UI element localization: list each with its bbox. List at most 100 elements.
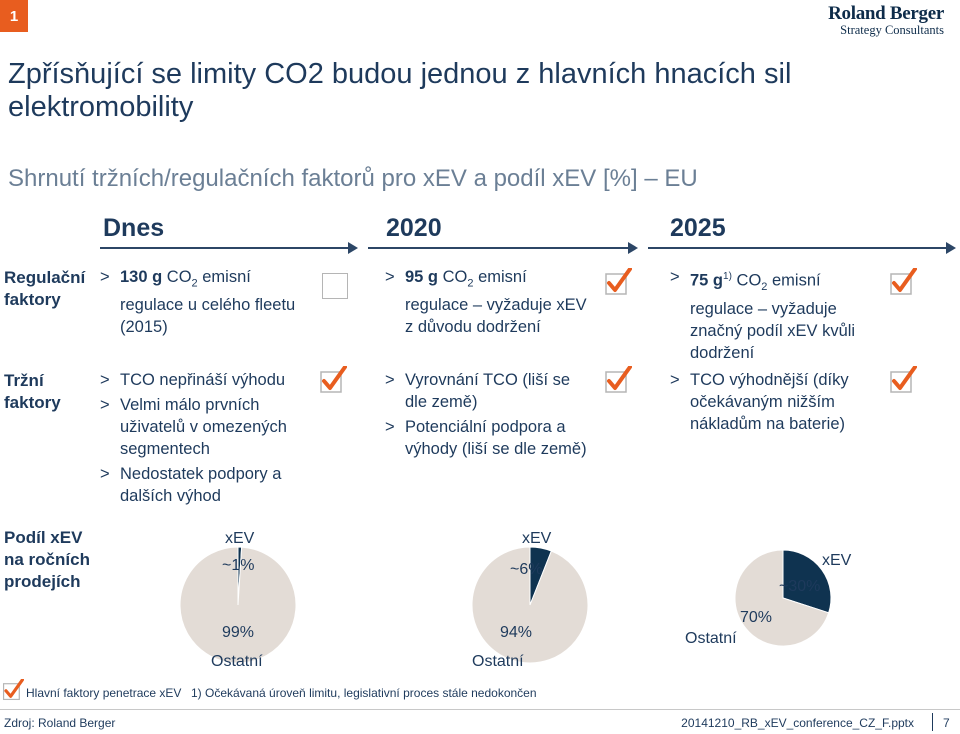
market-2025-item1-line1: TCO výhodnější (díky: [690, 371, 849, 389]
list-item: > Velmi málo prvních uživatelů v omezený…: [100, 394, 310, 460]
row-label-regulatory-line2: faktory: [4, 290, 61, 309]
list-item: > TCO nepřináší výhodu: [100, 369, 310, 391]
pie-2020-other-value: 94%: [500, 624, 533, 641]
pie-chart-2025: [734, 549, 832, 647]
list-item: > Vyrovnání TCO (liší se dle země): [385, 369, 600, 413]
market-2020-item1-line1: Vyrovnání TCO (liší se: [405, 371, 571, 389]
co2-subscript: 2: [467, 277, 474, 290]
row-label-market-line1: Tržní: [4, 371, 44, 390]
co2-limit-value: 95 g: [405, 268, 439, 286]
market-2020-item1-line2: dle země): [405, 393, 478, 411]
checkmark-box-icon: [890, 268, 917, 295]
regulatory-2025-cell: > 75 g1) CO2 emisní regulace – vyžaduje …: [670, 266, 880, 364]
empty-checkbox-icon: [322, 273, 348, 299]
legend-text: Hlavní faktory penetrace xEV: [26, 686, 182, 700]
market-dnes-item2-line3: segmentech: [120, 440, 210, 458]
regulatory-2020-cell: > 95 g CO2 emisní regulace – vyžaduje xE…: [385, 266, 600, 338]
row-label-share: Podíl xEV na ročních prodejích: [4, 527, 90, 593]
row-label-regulatory: Regulační faktory: [4, 267, 85, 311]
list-item: > TCO výhodnější (díky očekávaným nižším…: [670, 369, 880, 435]
bullet-marker: >: [385, 268, 395, 286]
footer-separator: [932, 713, 933, 731]
market-2025-item1-line3: nákladům na baterie): [690, 415, 846, 433]
company-logo: Roland Berger Strategy Consultants: [828, 4, 944, 37]
logo-line1: Roland Berger: [828, 3, 944, 24]
regulatory-2025-line2: regulace – vyžaduje: [690, 299, 837, 318]
logo-line2: Strategy Consultants: [840, 23, 944, 37]
row-label-share-line3: prodejích: [4, 572, 81, 591]
footnote: 1) Očekávaná úroveň limitu, legislativní…: [191, 686, 537, 700]
co2-limit-value: 130 g: [120, 268, 163, 286]
market-dnes-cell: > TCO nepřináší výhodu > Velmi málo prvn…: [100, 369, 310, 507]
row-label-market: Tržní faktory: [4, 370, 61, 414]
page-subtitle: Shrnutí tržních/regulačních faktorů pro …: [8, 165, 698, 192]
pie-chart-dnes: [179, 546, 297, 664]
market-2020-item2-line1: Potenciální podpora a: [405, 418, 566, 436]
pie-2025-xev-value: ~30%: [779, 578, 821, 595]
file-name: 20141210_RB_xEV_conference_CZ_F.pptx: [681, 716, 914, 730]
regulatory-2025-line4: dodržení: [690, 343, 755, 362]
bullet-marker: >: [670, 371, 680, 389]
source-text: Zdroj: Roland Berger: [4, 716, 116, 730]
co2-subscript: 2: [191, 277, 198, 290]
market-dnes-item2-line1: Velmi málo prvních: [120, 396, 260, 414]
pie-2025-other-value: 70%: [740, 609, 773, 626]
list-item: > Potenciální podpora a výhody (liší se …: [385, 416, 600, 460]
checkmark-box-icon: [320, 366, 347, 393]
pie-slice-xev: [782, 549, 832, 614]
column-header-dnes: Dnes: [103, 214, 165, 242]
footer-divider: [0, 709, 960, 710]
page-number-badge: 1: [0, 0, 28, 32]
row-label-share-line1: Podíl xEV: [4, 528, 83, 547]
row-label-market-line2: faktory: [4, 393, 61, 412]
market-dnes-item3-line1: Nedostatek podpory a: [120, 465, 282, 483]
emission-text: emisní: [767, 271, 821, 290]
regulatory-2020-line2: regulace – vyžaduje xEV: [405, 296, 587, 315]
market-2025-cell: > TCO výhodnější (díky očekávaným nižším…: [670, 369, 880, 435]
regulatory-2025-line3: značný podíl xEV kvůli: [690, 321, 856, 340]
column-header-2025: 2025: [670, 214, 726, 242]
market-dnes-item3-line2: dalších výhod: [120, 487, 221, 505]
checkmark-box-icon: [605, 366, 632, 393]
co2-text: CO: [162, 268, 192, 286]
timeline-arrows: [100, 242, 956, 254]
regulatory-dnes-line2: regulace u celého fleetu: [120, 296, 296, 315]
pie-dnes-other-value: 99%: [222, 624, 255, 641]
footer-page-number: 7: [943, 716, 950, 730]
bullet-marker: >: [100, 268, 110, 286]
pie-2025-other-label: Ostatní: [685, 630, 737, 647]
legend-checkmark-icon: [2, 679, 24, 701]
list-item: > Nedostatek podpory a dalších výhod: [100, 463, 310, 507]
bullet-marker: >: [100, 371, 110, 389]
pie-2020-xev-value: ~6%: [510, 561, 543, 578]
page-title: Zpřísňující se limity CO2 budou jednou z…: [8, 58, 792, 123]
pie-chart-2020: [471, 546, 589, 664]
row-label-share-line2: na ročních: [4, 550, 90, 569]
column-header-2020: 2020: [386, 214, 442, 242]
co2-text: CO: [731, 271, 762, 290]
market-2020-item2-line2: výhody (liší se dle země): [405, 440, 587, 458]
pie-2020-xev-label: xEV: [522, 530, 552, 547]
pie-slice-other: [471, 546, 589, 664]
regulatory-dnes-line3: (2015): [120, 318, 168, 337]
pie-2020-other-label: Ostatní: [472, 653, 524, 670]
market-2025-item1-line2: očekávaným nižším: [690, 393, 835, 411]
bullet-marker: >: [385, 418, 395, 436]
pie-dnes-xev-label: xEV: [225, 530, 255, 547]
pie-slice-other: [734, 549, 830, 647]
co2-subscript: 2: [761, 280, 768, 293]
pie-2025-xev-label: xEV: [822, 552, 852, 569]
pie-dnes-xev-value: ~1%: [222, 557, 255, 574]
regulatory-dnes-cell: > 130 g CO2 emisní regulace u celého fle…: [100, 266, 310, 338]
bullet-marker: >: [385, 371, 395, 389]
bullet-marker: >: [100, 465, 110, 483]
co2-text: CO: [438, 268, 468, 286]
emission-text: emisní: [197, 268, 251, 286]
co2-limit-value: 75 g: [690, 271, 724, 290]
checkmark-box-icon: [890, 366, 917, 393]
row-label-regulatory-line1: Regulační: [4, 268, 86, 287]
market-dnes-item2-line2: uživatelů v omezených: [120, 418, 287, 436]
pie-dnes-other-label: Ostatní: [211, 653, 263, 670]
pie-slice-other: [179, 546, 297, 664]
market-2020-cell: > Vyrovnání TCO (liší se dle země) > Pot…: [385, 369, 600, 460]
